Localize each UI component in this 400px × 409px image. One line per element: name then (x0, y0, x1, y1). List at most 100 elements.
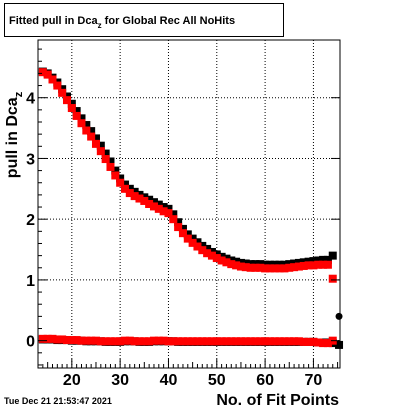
red-series-point (251, 263, 260, 272)
red-series-low-point (309, 337, 318, 346)
red-series-point (285, 263, 294, 272)
red-series-low-point (48, 334, 57, 343)
black-series-point (145, 195, 154, 204)
red-series-point (270, 264, 279, 273)
red-series-low-point (183, 337, 192, 346)
red-series-point (125, 189, 134, 198)
red-series-low-point (299, 337, 308, 346)
red-series-low-point (188, 337, 197, 346)
black-series-point (130, 187, 139, 196)
red-series-point (101, 155, 110, 164)
red-series-point (323, 260, 332, 269)
red-series-point (72, 111, 81, 120)
red-series-low-point (256, 337, 265, 346)
y-axis-label-main: pull in Dca (4, 97, 21, 178)
red-series-point (135, 194, 144, 203)
axis-ticks (38, 48, 340, 368)
red-series-point (236, 262, 245, 271)
red-series-low-point (212, 337, 221, 346)
tick-labels: 20 30 40 50 60 70 0 1 2 3 4 (26, 91, 322, 389)
red-series-low-point (154, 336, 163, 345)
red-series-point (116, 178, 125, 187)
black-series-point (169, 210, 178, 219)
black-series-point (67, 99, 76, 108)
red-series-point (145, 200, 154, 208)
red-series-point (43, 70, 52, 79)
red-series-point (188, 238, 197, 247)
red-series-point (96, 147, 105, 156)
black-series-point (314, 256, 323, 265)
red-series-low-point (62, 336, 71, 345)
y-tick-label: 3 (26, 151, 35, 168)
x-tick-label: 20 (63, 372, 81, 389)
red-series-low-point (164, 337, 173, 346)
red-series-point (299, 261, 308, 270)
red-series-point (265, 264, 274, 273)
y-tick-label: 4 (26, 91, 35, 108)
black-series-point (164, 204, 173, 213)
red-series-low-point (178, 337, 187, 346)
red-series-low-point (38, 334, 47, 343)
black-series-point (149, 198, 158, 207)
red-series-point (212, 254, 221, 263)
x-tick-label: 70 (305, 372, 323, 389)
red-series-low-point (130, 337, 139, 346)
red-series-point (53, 81, 62, 90)
red-series-low-point (285, 337, 294, 346)
red-series-low-point (290, 337, 299, 346)
red-series-low-point (135, 337, 144, 346)
single-point (335, 312, 343, 320)
red-series-point (38, 68, 47, 77)
red-series-point (169, 215, 178, 224)
red-series-point (217, 256, 226, 265)
red-series-low-point (236, 337, 245, 346)
x-tick-label: 30 (111, 372, 129, 389)
red-series-low-point (314, 338, 323, 347)
red-series-point (256, 263, 265, 272)
red-series-low-point (174, 337, 183, 346)
red-series-low-point (87, 336, 96, 345)
black-series-point (120, 180, 129, 189)
red-series-low-point (116, 337, 125, 346)
red-series-low-point (232, 337, 241, 346)
red-series-low-point (265, 337, 274, 346)
x-tick-label: 60 (256, 372, 274, 389)
chart-title-subscript: z (97, 21, 102, 30)
red-series-point (314, 260, 323, 269)
red-series-point (280, 264, 289, 273)
red-series-low-point (101, 337, 110, 346)
y-axis-label-subscript: z (13, 91, 25, 97)
black-series-point (178, 224, 187, 233)
black-series-point (159, 203, 168, 212)
timestamp: Tue Dec 21 21:53:47 2021 (4, 396, 112, 406)
black-series-point (319, 255, 328, 264)
red-series-low-point (91, 336, 100, 345)
black-series-point (106, 157, 115, 166)
red-series-point (246, 263, 255, 272)
red-series-point (106, 162, 115, 171)
black-series-point (87, 127, 96, 136)
red-series-low-point (67, 336, 76, 345)
red-series-low-point (241, 337, 250, 346)
red-series-point (222, 258, 231, 267)
red-series-point (294, 262, 303, 271)
red-series-low-point (43, 334, 52, 343)
y-tick-label: 2 (26, 212, 35, 229)
red-series-low-point (323, 339, 332, 348)
red-series-low-point (53, 335, 62, 344)
y-axis-label: pull in Dcaz (4, 91, 25, 178)
red-series-low-point (319, 339, 328, 348)
red-series-point (183, 234, 192, 243)
chart-title-prefix: Fitted pull in Dca (9, 15, 98, 27)
red-series-low-point (207, 337, 216, 346)
red-series-low-point (149, 336, 158, 345)
y-tick-label: 1 (26, 273, 35, 290)
red-series-low-point (251, 337, 260, 346)
red-series-point (193, 242, 202, 251)
red-series-low-point (125, 336, 134, 345)
red-series-point (58, 88, 67, 97)
plot-frame (37, 39, 341, 369)
red-series-point (149, 202, 158, 211)
red-series-point (207, 251, 216, 260)
